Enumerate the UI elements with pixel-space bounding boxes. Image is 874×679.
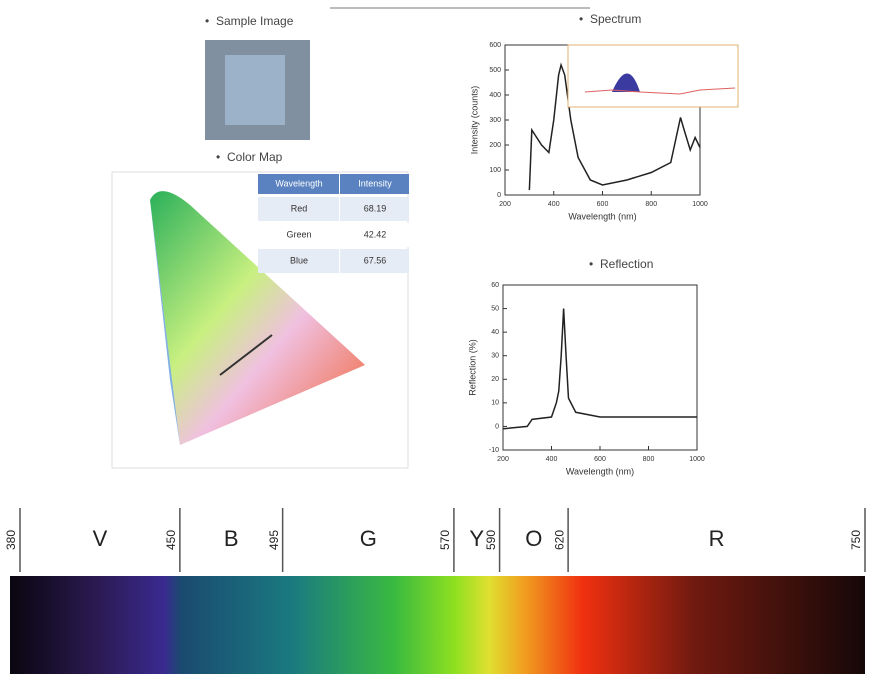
x-tick-label: 200	[499, 201, 511, 208]
band-label: B	[224, 526, 239, 551]
y-axis-label: Intensity (counts)	[469, 86, 479, 155]
x-tick-label: 1000	[689, 456, 705, 463]
bullet: •	[216, 150, 220, 164]
y-axis-label: Reflection (%)	[467, 339, 477, 396]
x-tick-label: 400	[546, 456, 558, 463]
cie-blue-edge	[150, 200, 180, 445]
bullet: •	[589, 257, 593, 271]
table-cell	[258, 197, 339, 221]
y-tick-label: 300	[489, 117, 501, 124]
table-cell	[258, 223, 339, 247]
band-label: G	[360, 526, 377, 551]
x-tick-label: 800	[643, 456, 655, 463]
x-tick-label: 1000	[692, 201, 708, 208]
y-tick-label: 40	[491, 329, 499, 336]
boundary-label: 495	[267, 530, 281, 550]
y-tick-label: 60	[491, 282, 499, 289]
band-label: R	[709, 526, 725, 551]
y-tick-label: 500	[489, 67, 501, 74]
y-tick-label: 0	[495, 423, 499, 430]
band-label: V	[93, 526, 108, 551]
table-cell-text: Green	[286, 229, 311, 239]
section-title: Color Map	[227, 150, 283, 164]
table-header-cell	[340, 174, 409, 194]
table-cell	[340, 223, 409, 247]
y-tick-label: -10	[489, 447, 499, 454]
y-tick-label: 30	[491, 353, 499, 360]
line-series	[502, 308, 697, 430]
inset-peak	[612, 73, 640, 92]
x-axis-label: Wavelength (nm)	[566, 466, 634, 476]
y-tick-label: 600	[489, 42, 501, 49]
table-header: Wavelength	[275, 178, 322, 188]
y-tick-label: 400	[489, 92, 501, 99]
inset-line	[584, 87, 736, 95]
x-tick-label: 800	[645, 201, 657, 208]
boundary-label: 570	[438, 530, 452, 550]
x-tick-label: 400	[548, 201, 560, 208]
table-cell-text: 68.19	[364, 203, 387, 213]
cie-arrow	[219, 334, 273, 376]
boundary-label: 380	[4, 530, 18, 550]
x-tick-label: 600	[594, 456, 606, 463]
y-tick-label: 10	[491, 400, 499, 407]
bullet: •	[205, 14, 209, 28]
x-axis-label: Wavelength (nm)	[568, 211, 636, 221]
table-cell-text: Blue	[290, 255, 308, 265]
chart-title: Spectrum	[590, 12, 641, 26]
y-tick-label: 50	[491, 305, 499, 312]
table-cell-text: 67.56	[364, 255, 387, 265]
line-series	[528, 62, 701, 191]
table-cell	[258, 249, 339, 273]
inset	[567, 44, 739, 108]
table-cell-text: 42.42	[364, 229, 387, 239]
y-tick-label: 0	[497, 192, 501, 199]
table-cell	[340, 249, 409, 273]
sample-image-detail	[225, 55, 285, 125]
boundary-label: 450	[164, 530, 178, 550]
boundary-label: 620	[552, 530, 566, 550]
table-cell	[340, 197, 409, 221]
band-label: Y	[469, 526, 484, 551]
x-tick-label: 600	[597, 201, 609, 208]
bullet: •	[579, 12, 583, 26]
section-title: Sample Image	[216, 14, 294, 28]
x-tick-label: 200	[497, 456, 509, 463]
band-label: O	[525, 526, 542, 551]
y-tick-label: 100	[489, 167, 501, 174]
spectrum-bar	[10, 576, 865, 674]
y-tick-label: 200	[489, 142, 501, 149]
table-header-cell	[258, 174, 339, 194]
plot-frame	[502, 284, 698, 451]
boundary-label: 750	[849, 530, 863, 550]
y-tick-label: 20	[491, 376, 499, 383]
table-header: Intensity	[358, 178, 392, 188]
cie-diagram	[150, 191, 365, 445]
chart-title: Reflection	[600, 257, 653, 271]
boundary-label: 590	[484, 530, 498, 550]
table-cell-text: Red	[291, 203, 308, 213]
